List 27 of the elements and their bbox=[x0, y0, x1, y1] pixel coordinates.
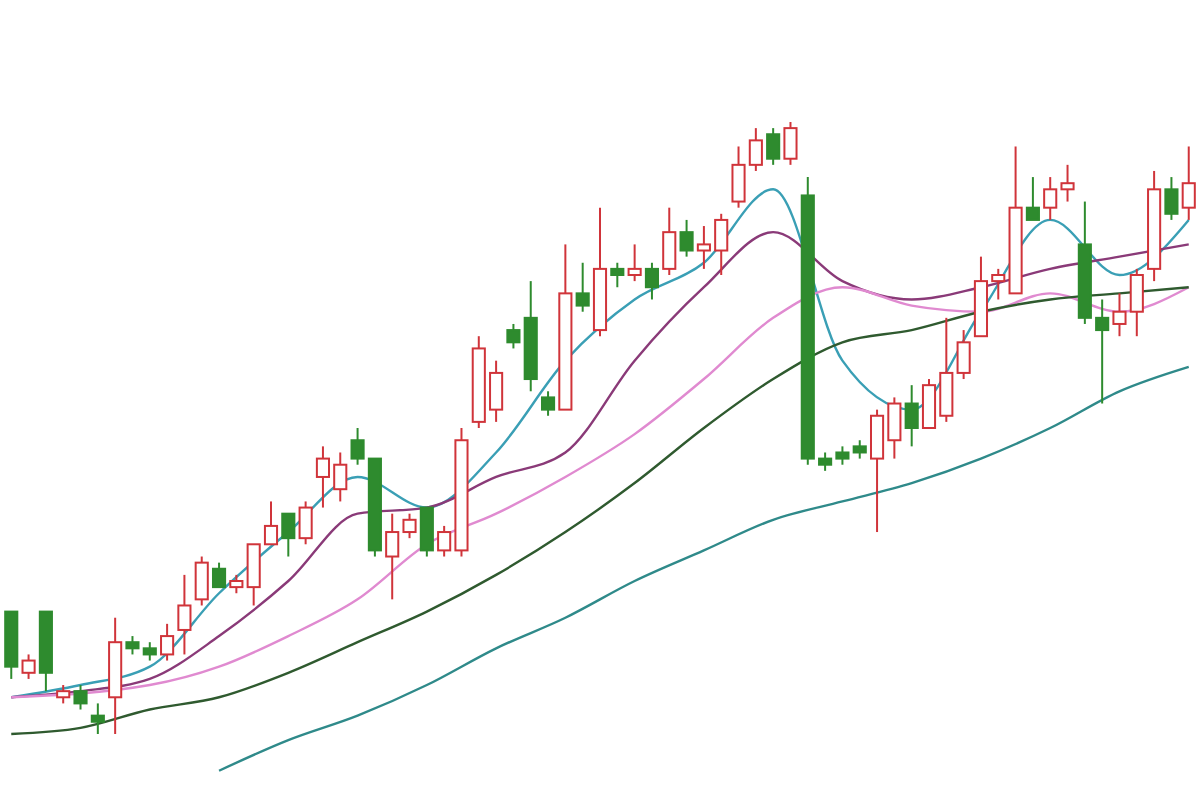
candlestick bbox=[575, 261, 590, 313]
candlestick bbox=[73, 684, 88, 711]
candlestick bbox=[1164, 176, 1179, 221]
candlestick bbox=[783, 121, 798, 166]
candlestick bbox=[229, 573, 244, 595]
candlestick bbox=[90, 702, 105, 735]
candlestick bbox=[662, 206, 677, 276]
candlestick bbox=[766, 127, 781, 166]
candlestick bbox=[211, 561, 227, 589]
candlestick bbox=[679, 218, 694, 258]
candlestick bbox=[160, 622, 175, 662]
candlestick bbox=[194, 555, 209, 607]
candlestick bbox=[281, 512, 296, 558]
candlestick bbox=[904, 384, 919, 448]
candlestick bbox=[610, 261, 625, 289]
candlestick bbox=[56, 684, 71, 705]
candlestick bbox=[852, 439, 867, 460]
candlestick bbox=[298, 500, 313, 546]
candlestick bbox=[644, 261, 660, 301]
candlestick bbox=[540, 390, 556, 417]
candlestick bbox=[21, 653, 36, 680]
candlestick bbox=[956, 329, 971, 381]
candlestick bbox=[506, 322, 521, 350]
candlestick bbox=[177, 573, 192, 656]
candlestick bbox=[419, 506, 434, 558]
candlestick bbox=[1025, 176, 1040, 221]
candlestick bbox=[627, 243, 642, 283]
